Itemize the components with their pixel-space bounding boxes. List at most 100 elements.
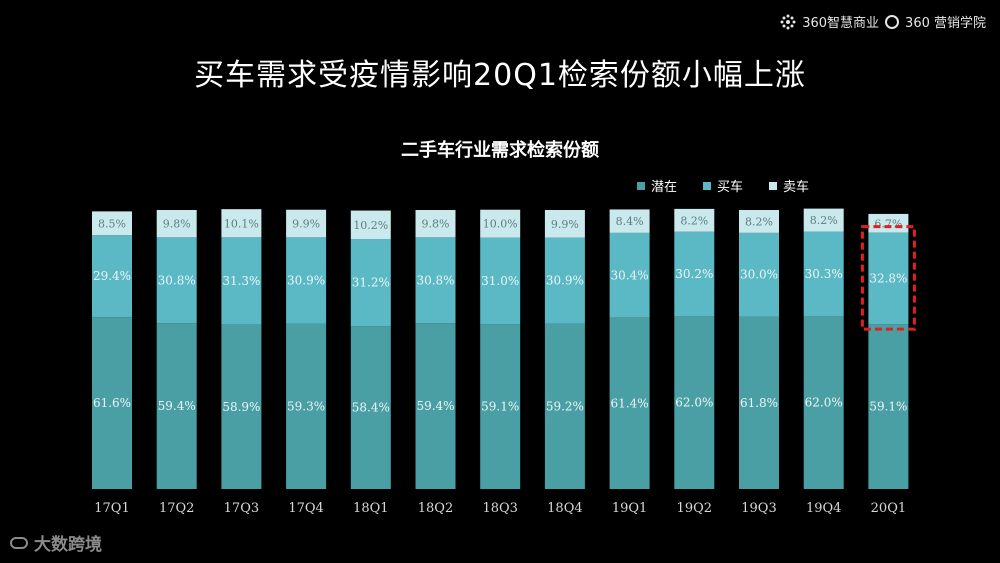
data-label-17Q1-series-0: 61.6%	[93, 396, 131, 410]
bar-18Q3-series-0	[480, 324, 521, 489]
data-label-17Q4-series-2: 9.9%	[292, 218, 320, 231]
x-tick-label-18Q2: 18Q2	[418, 501, 453, 516]
brand-left: 360智慧商业	[802, 16, 880, 31]
bar-18Q2-series-0	[415, 323, 456, 489]
data-label-19Q1-series-0: 61.4%	[611, 396, 649, 410]
data-label-18Q3-series-1: 31.0%	[481, 274, 519, 288]
data-label-19Q4-series-0: 62.0%	[805, 396, 843, 410]
bar-19Q1-series-0	[609, 317, 650, 489]
bar-17Q3-series-1	[221, 237, 262, 325]
data-label-19Q3-series-0: 61.8%	[740, 396, 778, 410]
watermark-text: 大数跨境	[34, 535, 102, 555]
bar-19Q4-series-2	[803, 208, 844, 232]
brand-logos: 360智慧商业 360 营销学院	[780, 12, 986, 31]
bar-18Q1-series-2	[350, 210, 391, 240]
data-label-18Q1-series-0: 58.4%	[352, 401, 390, 415]
data-label-19Q1-series-1: 30.4%	[611, 268, 649, 282]
x-tick-label-17Q4: 17Q4	[288, 501, 323, 516]
x-tick-label-17Q1: 17Q1	[94, 501, 129, 516]
data-label-19Q1-series-2: 8.4%	[616, 215, 644, 228]
data-label-18Q3-series-2: 10.0%	[483, 218, 518, 231]
bar-17Q1-series-0	[92, 317, 132, 489]
brand-right: 360 营销学院	[905, 16, 986, 31]
legend-swatch-maiche-sell	[769, 181, 778, 190]
x-tick-label-19Q2: 19Q2	[677, 501, 712, 516]
bar-17Q2-series-0	[156, 323, 197, 489]
data-label-17Q2-series-2: 9.8%	[163, 218, 191, 231]
data-label-20Q1-series-0: 59.1%	[869, 400, 907, 414]
data-label-20Q1-series-2: 6.7%	[874, 217, 902, 230]
bar-19Q4-series-1	[803, 231, 844, 317]
bar-17Q4-series-0	[286, 323, 327, 489]
x-tick-label-17Q2: 17Q2	[159, 501, 194, 516]
bar-19Q2-series-2	[674, 208, 715, 232]
x-tick-label-18Q4: 18Q4	[547, 501, 582, 516]
x-tick-label-20Q1: 20Q1	[871, 501, 906, 516]
data-label-17Q3-series-2: 10.1%	[224, 217, 259, 230]
highlight-box-20q1	[860, 225, 916, 331]
legend-label-qianzai: 潜在	[651, 180, 678, 195]
bar-20Q1-series-1	[868, 232, 909, 325]
data-label-17Q3-series-1: 31.3%	[222, 274, 260, 288]
data-label-18Q4-series-2: 9.9%	[551, 218, 579, 231]
flower-logo-icon	[780, 14, 796, 30]
bar-17Q2-series-1	[156, 237, 197, 324]
data-label-18Q4-series-1: 30.9%	[546, 274, 584, 288]
bar-17Q3-series-0	[221, 324, 262, 489]
bar-18Q4-series-2	[544, 210, 585, 238]
data-label-17Q1-series-2: 8.5%	[98, 217, 126, 230]
x-tick-label-18Q3: 18Q3	[482, 501, 517, 516]
data-label-18Q3-series-0: 59.1%	[481, 400, 519, 414]
data-label-17Q1-series-1: 29.4%	[93, 269, 131, 283]
bar-17Q2-series-2	[156, 210, 197, 238]
watermark-logo-icon	[10, 536, 28, 549]
bar-17Q3-series-2	[221, 209, 262, 238]
data-label-18Q2-series-0: 59.4%	[416, 399, 454, 413]
bar-18Q3-series-2	[480, 209, 521, 238]
data-label-19Q2-series-0: 62.0%	[675, 396, 713, 410]
bar-20Q1-series-0	[868, 324, 909, 489]
bar-17Q1-series-2	[92, 211, 132, 236]
bar-18Q1-series-0	[350, 326, 391, 489]
bar-19Q2-series-1	[674, 231, 715, 317]
bar-18Q2-series-1	[415, 237, 456, 324]
x-tick-label-19Q1: 19Q1	[612, 501, 647, 516]
data-label-17Q3-series-0: 58.9%	[222, 400, 260, 414]
legend-label-maiche: 买车	[717, 180, 744, 195]
data-label-18Q4-series-0: 59.2%	[546, 399, 584, 413]
data-label-20Q1-series-1: 32.8%	[869, 271, 907, 285]
data-label-19Q3-series-2: 8.2%	[745, 215, 773, 228]
data-label-18Q1-series-1: 31.2%	[352, 276, 390, 290]
data-label-17Q2-series-0: 59.4%	[158, 399, 196, 413]
data-label-19Q2-series-2: 8.2%	[680, 214, 708, 227]
page-title: 买车需求受疫情影响20Q1检索份额小幅上涨	[194, 58, 806, 93]
x-tick-label-19Q3: 19Q3	[741, 501, 776, 516]
bar-17Q4-series-1	[286, 237, 327, 324]
data-label-19Q4-series-2: 8.2%	[810, 214, 838, 227]
data-label-19Q2-series-1: 30.2%	[675, 267, 713, 281]
x-tick-label-19Q4: 19Q4	[806, 501, 841, 516]
bar-18Q4-series-0	[544, 323, 585, 489]
data-label-17Q4-series-0: 59.3%	[287, 399, 325, 413]
bar-19Q1-series-2	[609, 209, 650, 233]
legend-item-qianzai: 潜在	[637, 176, 677, 195]
bar-19Q1-series-1	[609, 232, 650, 318]
bar-18Q3-series-1	[480, 237, 521, 325]
data-label-18Q2-series-1: 30.8%	[416, 273, 454, 287]
x-tick-label-17Q3: 17Q3	[224, 501, 259, 516]
data-label-18Q2-series-2: 9.8%	[422, 218, 450, 231]
bar-17Q4-series-2	[286, 209, 327, 238]
bar-19Q4-series-0	[803, 316, 844, 489]
bar-18Q1-series-1	[350, 239, 391, 327]
legend-swatch-maiche	[703, 181, 712, 190]
legend-item-maiche: 买车	[703, 176, 743, 195]
watermark: 大数跨境	[10, 530, 102, 555]
data-label-19Q3-series-1: 30.0%	[740, 268, 778, 282]
data-label-18Q1-series-2: 10.2%	[353, 219, 388, 232]
data-label-17Q4-series-1: 30.9%	[287, 273, 325, 287]
data-label-17Q2-series-1: 30.8%	[158, 273, 196, 287]
bar-18Q4-series-1	[544, 237, 585, 324]
bar-19Q3-series-2	[739, 210, 779, 233]
bar-17Q1-series-1	[92, 235, 132, 318]
